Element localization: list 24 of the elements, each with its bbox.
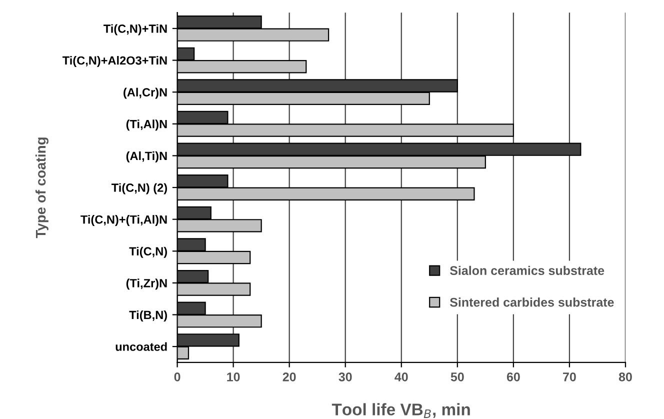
y-tick-label: uncoated bbox=[116, 342, 167, 351]
x-tick-label: 70 bbox=[563, 372, 576, 382]
x-tick-label: 30 bbox=[338, 372, 352, 382]
x-tick-label: 10 bbox=[227, 372, 240, 382]
y-axis-title: Type of coating bbox=[35, 138, 48, 238]
y-tick-label: (Al,Cr)N bbox=[124, 88, 167, 99]
y-tick-label: (Ti,Zr)N bbox=[126, 278, 167, 290]
y-tick-label: Ti(C,N) (2) bbox=[112, 183, 167, 194]
y-tick-label: Ti(C,N) bbox=[129, 246, 167, 258]
y-tick-label: Ti(B,N) bbox=[129, 310, 167, 322]
x-tick-label: 20 bbox=[282, 372, 296, 382]
x-tick-label: 40 bbox=[394, 372, 408, 382]
y-tick-label: (Ti,Al)N bbox=[126, 120, 167, 131]
legend-label: Sintered carbides substrate bbox=[450, 298, 614, 307]
x-tick-label: 60 bbox=[506, 372, 520, 382]
x-axis-title: Tool life VB$_{B}$, min bbox=[332, 403, 470, 418]
x-tick-label: 50 bbox=[450, 372, 464, 382]
y-tick-label: Ti(C,N)+(Ti,Al)N bbox=[80, 215, 167, 226]
legend-label: Sialon ceramics substrate bbox=[450, 266, 604, 276]
x-tick-label: 0 bbox=[174, 372, 180, 382]
y-tick-label: Ti(C,N)+TiN bbox=[104, 24, 167, 36]
y-tick-label: Ti(C,N)+Al2O3+TiN bbox=[62, 56, 167, 68]
y-tick-label: (Al,Ti)N bbox=[126, 151, 167, 162]
x-tick-label: 80 bbox=[618, 372, 632, 382]
